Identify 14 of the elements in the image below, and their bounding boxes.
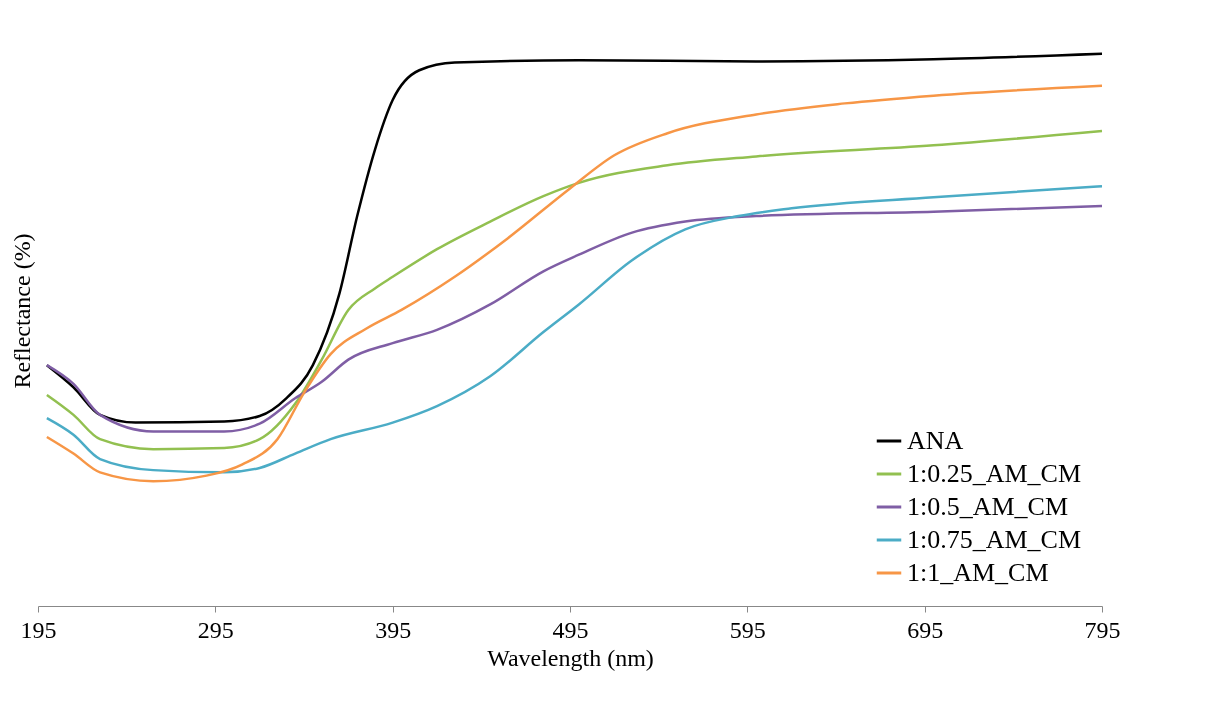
legend-label: 1:0.5_AM_CM: [907, 492, 1069, 521]
legend-label: 1:0.75_AM_CM: [907, 525, 1082, 554]
x-tick-label: 795: [1084, 616, 1121, 643]
legend-label: 1:0.25_AM_CM: [907, 459, 1082, 488]
x-axis-title: Wavelength (nm): [487, 644, 654, 671]
x-tick-label: 295: [197, 616, 234, 643]
x-tick-label: 695: [907, 616, 944, 643]
x-tick-label: 395: [375, 616, 412, 643]
legend-label: 1:1_AM_CM: [907, 558, 1049, 587]
x-tick-label: 495: [552, 616, 589, 643]
legend-label: ANA: [907, 426, 964, 455]
y-axis-title: Reflectance (%): [8, 233, 35, 389]
x-tick-label: 195: [20, 616, 57, 643]
x-tick-label: 595: [729, 616, 766, 643]
